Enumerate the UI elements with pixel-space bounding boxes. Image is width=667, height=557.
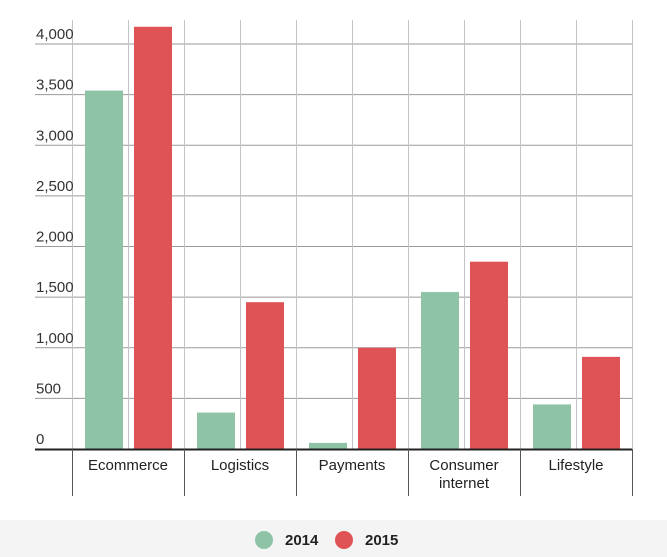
bar-2014-2 <box>309 442 347 449</box>
legend-swatch-2014 <box>255 531 273 549</box>
category-label: Logistics <box>211 457 269 474</box>
category-label: Lifestyle <box>548 457 603 474</box>
bar-2014-3 <box>421 292 459 449</box>
bar-2015-3 <box>470 261 508 449</box>
y-tick-label: 3,500 <box>36 77 74 94</box>
y-tick-label: 3,000 <box>36 127 74 144</box>
legend-label-2014: 2014 <box>285 532 319 549</box>
y-tick-label: 1,500 <box>36 279 74 296</box>
category-label: Payments <box>319 457 386 474</box>
bar-2015-1 <box>246 302 284 449</box>
legend-swatch-2015 <box>335 531 353 549</box>
legend-label-2015: 2015 <box>365 532 398 549</box>
bar-2015-4 <box>582 356 620 449</box>
category-label: Ecommerce <box>88 457 168 474</box>
y-tick-label: 4,000 <box>36 26 74 43</box>
bar-2014-0 <box>85 90 123 449</box>
category-label: internet <box>439 475 490 492</box>
y-tick-label: 500 <box>36 380 61 397</box>
bar-2014-4 <box>533 404 571 449</box>
category-label: Consumer <box>429 457 498 474</box>
y-tick-label: 1,000 <box>36 330 74 347</box>
bar-2015-2 <box>358 347 396 449</box>
y-tick-label: 0 <box>36 431 44 448</box>
bar-2015-0 <box>134 26 172 449</box>
y-tick-label: 2,500 <box>36 178 74 195</box>
y-tick-label: 2,000 <box>36 229 74 246</box>
bar-2014-1 <box>197 412 235 449</box>
